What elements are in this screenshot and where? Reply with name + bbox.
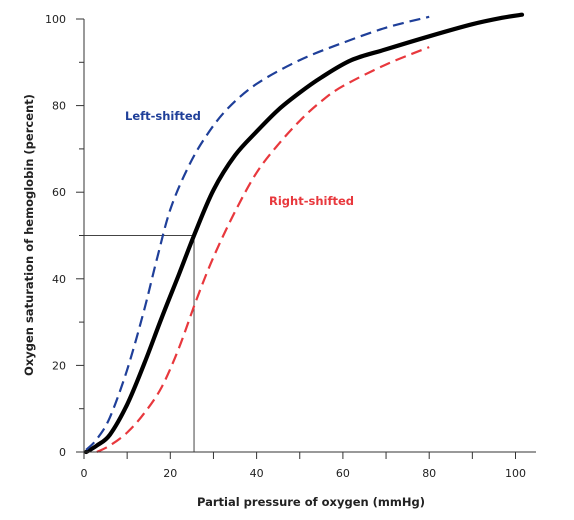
curve-group	[84, 12, 525, 455]
y-tick-label: 40	[52, 273, 66, 286]
tick-group: 0 20 40 60 80 100 0 20 40 60 80 100	[45, 13, 526, 480]
x-tick-label: 0	[81, 467, 88, 480]
x-tick-label: 100	[505, 467, 526, 480]
y-tick-label: 80	[52, 100, 66, 113]
right-shifted-curve	[96, 46, 430, 453]
right-shifted-label: Right-shifted	[269, 194, 354, 208]
x-tick-label: 40	[250, 467, 264, 480]
normal-curve	[84, 12, 525, 455]
reference-lines	[84, 235, 195, 452]
y-tick-label: 100	[45, 13, 66, 26]
y-tick-label: 20	[52, 359, 66, 372]
x-tick-label: 80	[422, 467, 436, 480]
x-tick-label: 60	[336, 467, 350, 480]
left-shifted-label: Left-shifted	[125, 109, 201, 123]
y-tick-label: 0	[59, 446, 66, 459]
left-shifted-curve	[85, 15, 430, 451]
x-axis-title: Partial pressure of oxygen (mmHg)	[197, 495, 425, 509]
x-tick-label: 20	[163, 467, 177, 480]
y-tick-label: 60	[52, 186, 66, 199]
y-axis-title: Oxygen saturation of hemoglobin (percent…	[22, 94, 36, 376]
